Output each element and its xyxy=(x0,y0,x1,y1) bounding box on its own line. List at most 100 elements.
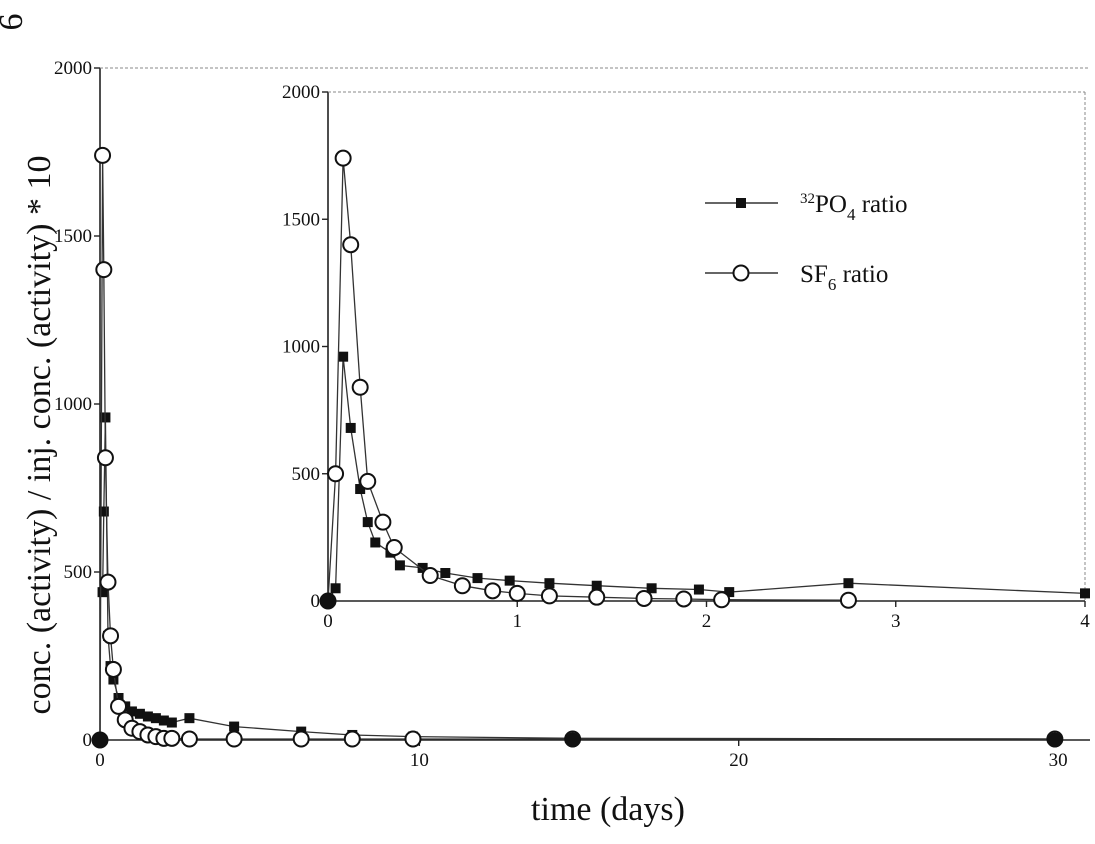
inset-y-tick-label: 0 xyxy=(311,591,321,612)
main-series-1-point xyxy=(225,730,243,748)
main-series-0-line xyxy=(101,417,1055,740)
main-x-tick-label: 0 xyxy=(95,750,105,771)
main-series-0-point xyxy=(98,506,109,517)
main-series-1-point xyxy=(96,449,114,467)
inset-series-0-point xyxy=(370,537,381,548)
main-series-1-point xyxy=(343,730,361,748)
inset-plot: 0 1 2 3 4 0 500 1000 1500 2000 xyxy=(282,82,1090,632)
inset-legend: 32PO4 ratio SF6 ratio xyxy=(705,191,908,294)
main-series-0-point xyxy=(158,715,169,726)
legend-label-rest: ratio xyxy=(855,191,907,218)
inset-series-1-point xyxy=(839,591,857,609)
inset-series-1-point xyxy=(327,465,345,483)
main-series-1-point xyxy=(163,729,181,747)
inset-x-tick-label: 0 xyxy=(323,611,333,632)
legend-label-1: SF6 ratio xyxy=(800,261,888,294)
inset-x-tick-label: 3 xyxy=(891,611,901,632)
inset-y-tick-label: 500 xyxy=(292,464,321,485)
inset-series-0-point xyxy=(646,583,657,594)
inset-series-1-point xyxy=(421,567,439,585)
legend-label-main: SF xyxy=(800,261,828,288)
inset-series-0-point xyxy=(338,351,349,362)
main-series-1-point xyxy=(104,660,122,678)
main-y-tick-label: 1000 xyxy=(54,394,92,415)
main-series-1-point xyxy=(404,730,422,748)
main-x-tick-label: 30 xyxy=(1049,750,1068,771)
legend-label-rest: ratio xyxy=(836,261,888,288)
inset-series-1-line xyxy=(327,158,849,602)
inset-series-1-point xyxy=(334,149,352,167)
main-series-1-point xyxy=(99,573,117,591)
legend-label-sup: 32 xyxy=(800,191,815,207)
main-y-tick-label: 2000 xyxy=(54,58,92,79)
inset-series-1-point xyxy=(635,589,653,607)
main-series-0-point xyxy=(142,711,153,722)
main-series-2-point xyxy=(565,732,581,748)
inset-series-0-point xyxy=(355,484,366,495)
inset-series-1-point xyxy=(675,590,693,608)
inset-x-tick-label: 2 xyxy=(702,611,712,632)
main-series-0-point xyxy=(134,708,145,719)
inset-series-0-point xyxy=(504,575,515,586)
inset-series-0-point xyxy=(544,578,555,589)
inset-series-1-point xyxy=(540,587,558,605)
inset-series-1-point xyxy=(374,513,392,531)
main-series-0-point xyxy=(126,706,137,717)
inset-series-0-point xyxy=(394,560,405,571)
main-series-1-point xyxy=(292,730,310,748)
main-series-1-point xyxy=(102,627,120,645)
main-y-tick-label: 0 xyxy=(83,730,93,751)
inset-x-tick-label: 4 xyxy=(1080,611,1090,632)
inset-series-1-point xyxy=(351,378,369,396)
main-series-2-point xyxy=(1047,732,1063,748)
inset-series-1-point xyxy=(508,584,526,602)
legend-label-main: PO xyxy=(815,191,847,218)
inset-series-0-point xyxy=(440,568,451,579)
inset-series-0-point xyxy=(362,517,373,528)
inset-series-2-point xyxy=(320,593,336,609)
inset-series-0-point xyxy=(591,580,602,591)
main-series-0-point xyxy=(184,713,195,724)
y-axis-title-exponent: 6 xyxy=(0,14,30,31)
inset-series-0-point xyxy=(472,573,483,584)
main-series-0-point xyxy=(229,721,240,732)
inset-series-0-point xyxy=(1080,588,1090,599)
main-y-tick-label: 500 xyxy=(64,562,93,583)
inset-series-1-point xyxy=(342,236,360,254)
inset-y-tick-label: 2000 xyxy=(282,82,320,103)
main-series-0-point xyxy=(150,713,161,724)
y-axis-title-group: conc. (activity) / inj. conc. (activity)… xyxy=(21,156,58,715)
inset-series-0-point xyxy=(345,422,356,433)
main-series-0-point xyxy=(108,674,119,685)
legend-marker-1 xyxy=(732,264,750,282)
inset-series-0-point xyxy=(843,578,854,589)
main-series-1-point xyxy=(94,146,112,164)
inset-series-1-point xyxy=(359,472,377,490)
main-series-1-point xyxy=(180,730,198,748)
inset-series-0-point xyxy=(693,584,704,595)
main-series-0-point xyxy=(97,587,108,598)
inset-y-tick-label: 1000 xyxy=(282,337,320,358)
legend-marker-0 xyxy=(736,198,746,208)
main-series-1-point xyxy=(95,261,113,279)
main-series-0-point xyxy=(166,717,177,728)
main-series-1-point xyxy=(110,697,128,715)
inset-series-0-line xyxy=(327,356,1086,602)
main-series-1-line xyxy=(99,155,1055,741)
inset-x-tick-label: 1 xyxy=(513,611,523,632)
y-axis-title: conc. (activity) / inj. conc. (activity)… xyxy=(21,156,58,715)
inset-series-1-point xyxy=(385,539,403,557)
main-y-tick-label: 1500 xyxy=(54,226,92,247)
main-series-2-point xyxy=(92,732,108,748)
inset-series-1-point xyxy=(484,582,502,600)
legend-label-0: 32PO4 ratio xyxy=(800,191,908,224)
main-x-tick-label: 20 xyxy=(729,750,748,771)
inset-series-1-point xyxy=(453,577,471,595)
main-x-tick-label: 10 xyxy=(410,750,429,771)
inset-series-1-point xyxy=(588,588,606,606)
inset-series-0-point xyxy=(330,583,341,594)
legend-label-sub: 6 xyxy=(828,275,837,294)
inset-y-tick-label: 1500 xyxy=(282,209,320,230)
